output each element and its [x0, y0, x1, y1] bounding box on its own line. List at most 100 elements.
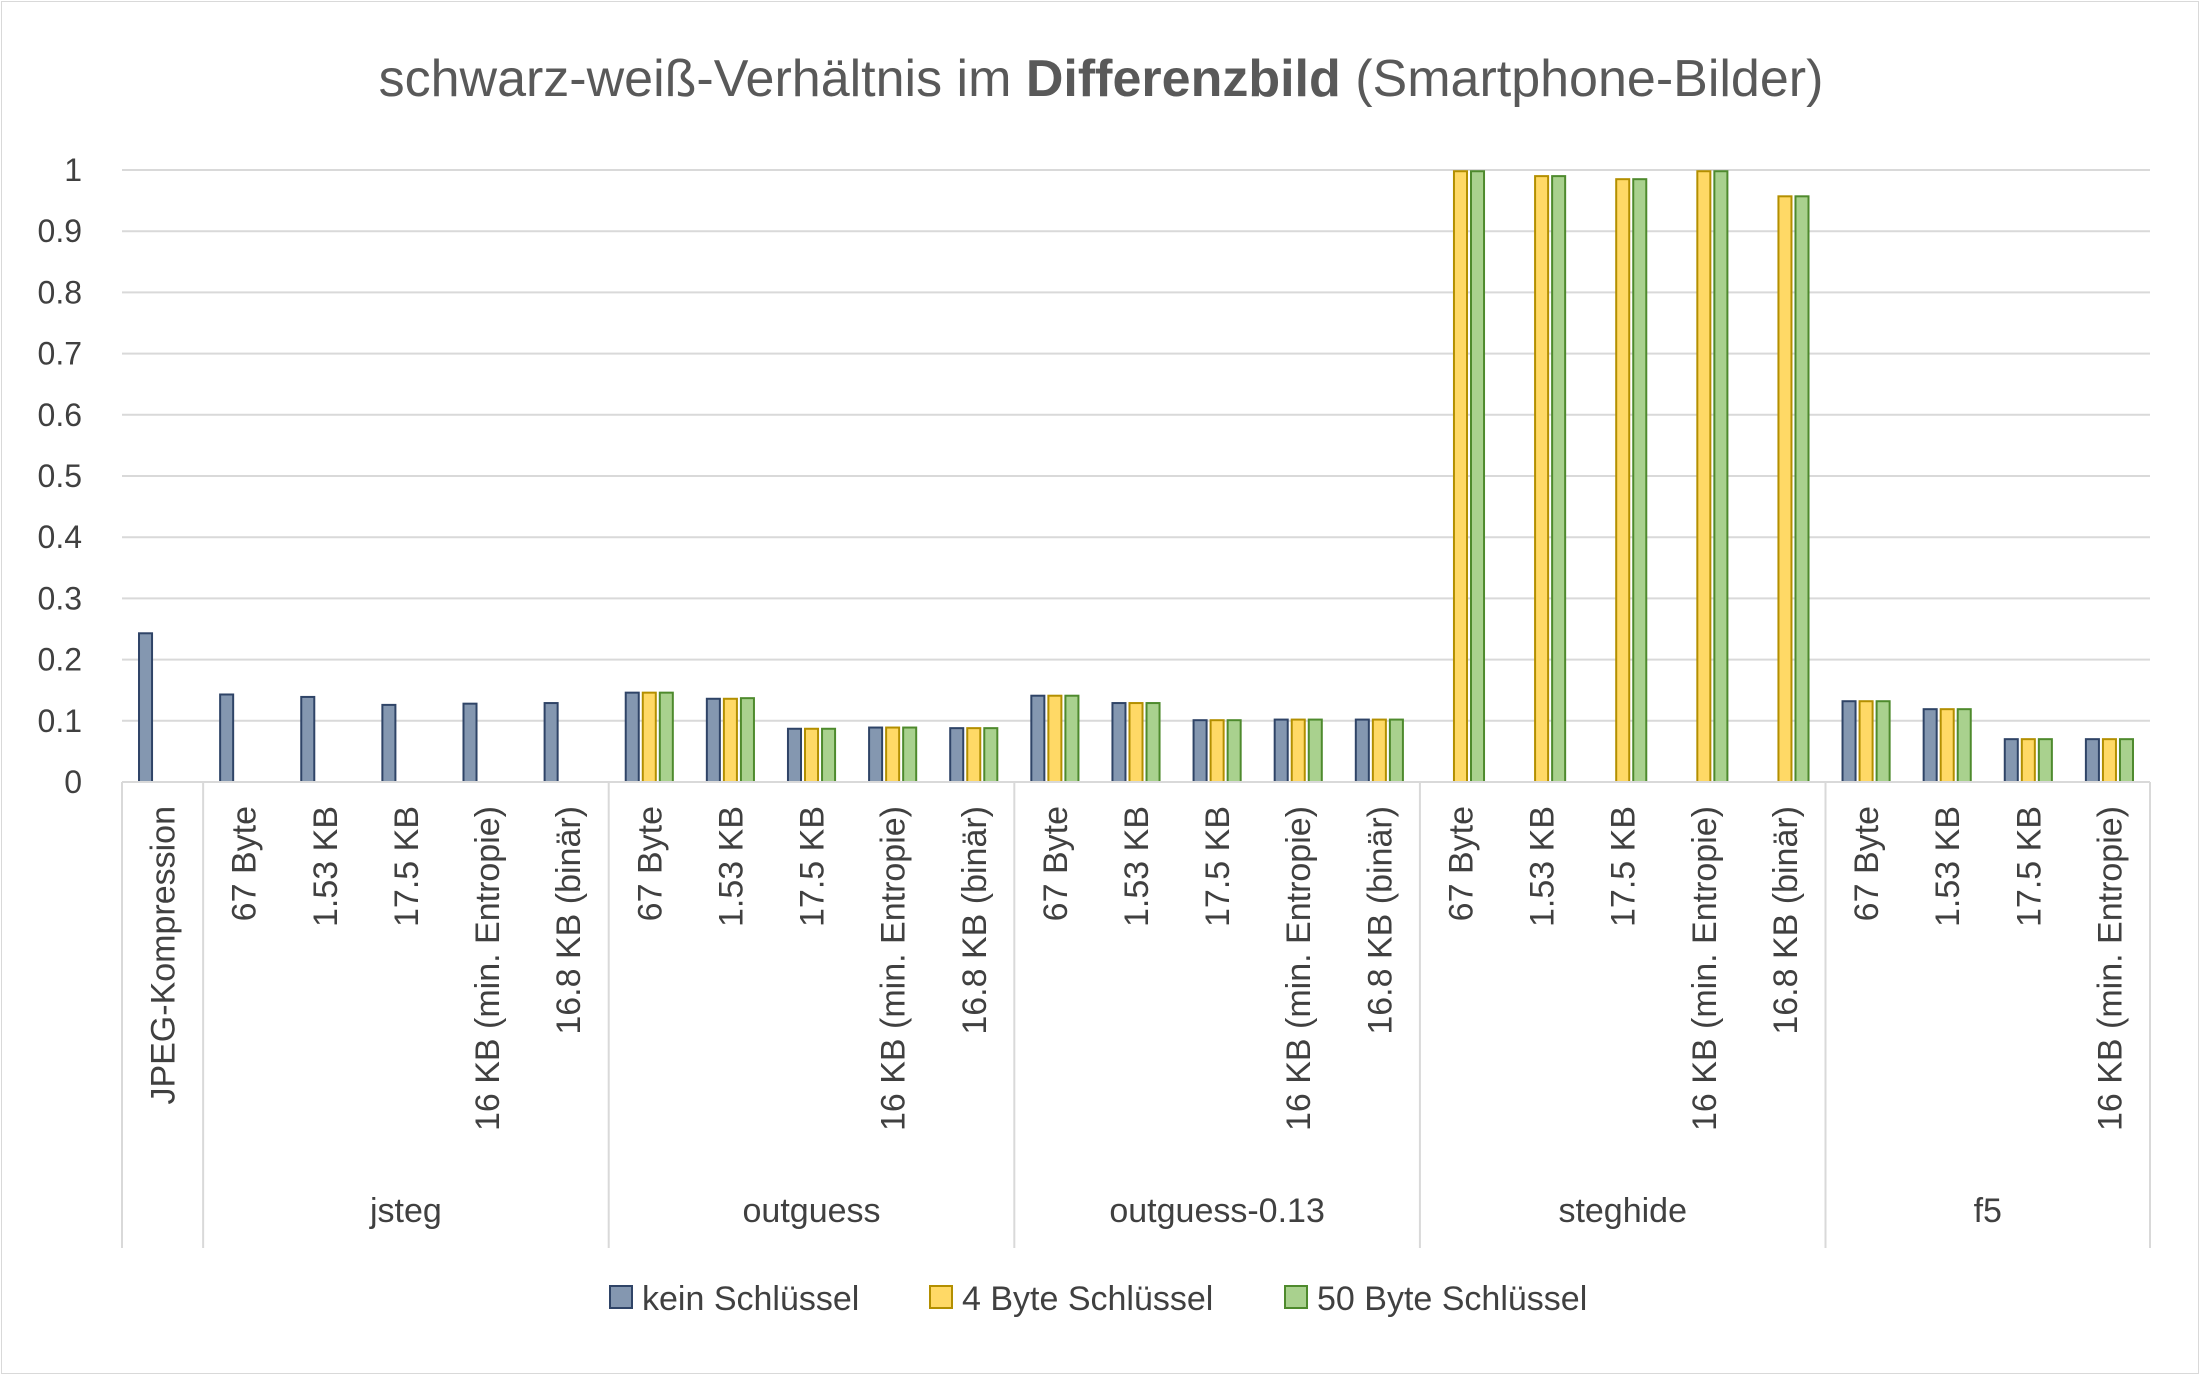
- category-label: 67 Byte: [226, 806, 264, 921]
- y-tick-label: 0.1: [38, 703, 82, 739]
- bar-four: [885, 726, 901, 783]
- y-tick-label: 0.8: [38, 274, 82, 310]
- bar-four: [1452, 170, 1468, 783]
- bar-four: [1696, 170, 1712, 783]
- bar-fifty: [983, 727, 999, 783]
- legend-label-four: 4 Byte Schlüssel: [962, 1280, 1213, 1318]
- y-tick-label: 0.9: [38, 213, 82, 249]
- bar-kein: [1273, 718, 1289, 783]
- bar-fifty: [1794, 195, 1810, 784]
- y-tick-label: 0.5: [38, 458, 82, 494]
- bar-kein: [543, 702, 559, 783]
- group-label: outguess: [743, 1192, 881, 1230]
- y-tick-label: 0.6: [38, 397, 82, 433]
- bar-kein: [868, 726, 884, 783]
- bar-four: [722, 697, 738, 784]
- legend-label-kein: kein Schlüssel: [642, 1280, 859, 1318]
- bar-fifty: [1469, 170, 1486, 783]
- legend-swatch-fifty: [1284, 1285, 1308, 1309]
- bar-fifty: [821, 727, 837, 783]
- legend-swatch-kein: [609, 1285, 633, 1309]
- category-label: 16.8 KB (binär): [956, 806, 994, 1035]
- category-label: 16.8 KB (binär): [1361, 806, 1399, 1035]
- category-label: 16 KB (min. Entropie): [469, 806, 507, 1131]
- title-part1: schwarz-weiß-Verhältnis im: [379, 50, 1026, 108]
- bar-fifty: [739, 697, 755, 784]
- bar-four: [1777, 195, 1793, 784]
- category-label: JPEG-Kompression: [145, 806, 183, 1105]
- bar-kein: [300, 695, 316, 784]
- bar-kein: [219, 693, 235, 784]
- category-label: 1.53 KB: [307, 806, 345, 927]
- category-label: 16 KB (min. Entropie): [875, 806, 913, 1131]
- group-label: f5: [1974, 1192, 2002, 1230]
- bar-four: [1128, 702, 1144, 783]
- bar-fifty: [658, 691, 674, 784]
- y-tick-label: 0.7: [38, 336, 82, 372]
- bar-fifty: [1956, 708, 1972, 783]
- category-label: 1.53 KB: [712, 806, 750, 927]
- chart-title: schwarz-weiß-Verhältnis im Differenzbild…: [379, 50, 1824, 108]
- bar-four: [1290, 718, 1306, 783]
- bar-kein: [381, 703, 397, 783]
- category-label: 17.5 KB: [1605, 806, 1643, 927]
- y-tick-label: 0: [64, 764, 82, 800]
- bar-fifty: [1388, 718, 1404, 783]
- legend-swatch-four: [929, 1285, 953, 1309]
- bar-fifty: [1713, 170, 1729, 783]
- bar-kein: [1922, 708, 1938, 783]
- category-label: 17.5 KB: [2010, 806, 2048, 927]
- bar-kein: [462, 702, 478, 783]
- bar-four: [966, 727, 982, 783]
- bar-kein: [705, 697, 721, 784]
- bar-fifty: [2118, 738, 2134, 783]
- bar-kein: [138, 632, 154, 783]
- bar-four: [1534, 175, 1550, 783]
- bar-kein: [2084, 738, 2100, 783]
- group-labels: jsteg outguess outguess-0.13 steghide f5: [369, 1192, 2002, 1230]
- bar-four: [641, 691, 657, 784]
- category-label: 67 Byte: [1442, 806, 1480, 921]
- x-axis: [121, 781, 2151, 1248]
- category-label: 67 Byte: [1848, 806, 1886, 921]
- category-label: 16.8 KB (binär): [550, 806, 588, 1035]
- bar-four: [1939, 708, 1955, 783]
- y-tick-label: 1: [64, 152, 82, 188]
- group-label: jsteg: [369, 1192, 442, 1230]
- bar-kein: [2003, 738, 2019, 783]
- bar-four: [1858, 700, 1874, 783]
- bar-four: [2020, 738, 2036, 783]
- bar-four: [804, 727, 820, 783]
- category-labels: JPEG-Kompression 67 Byte 1.53 KB 17.5 KB 16 …: [145, 806, 2130, 1131]
- category-label: 17.5 KB: [1199, 806, 1237, 927]
- bar-fifty: [2037, 738, 2053, 783]
- bar-four: [1371, 718, 1387, 783]
- bar-kein: [1192, 719, 1208, 783]
- bar-four: [2101, 738, 2117, 783]
- bar-fifty: [902, 726, 918, 783]
- y-tick-label: 0.3: [38, 580, 82, 616]
- bar-kein: [624, 691, 640, 784]
- category-label: 67 Byte: [631, 806, 669, 921]
- title-part2: (Smartphone-Bilder): [1341, 50, 1824, 108]
- bar-four: [1615, 178, 1631, 783]
- category-label: 16.8 KB (binär): [1767, 806, 1805, 1035]
- bar-kein: [1111, 702, 1127, 783]
- bar-kein: [1841, 700, 1857, 783]
- bar-kein: [949, 727, 965, 783]
- category-label: 67 Byte: [1037, 806, 1075, 921]
- bar-kein: [786, 727, 803, 783]
- category-label: 16 KB (min. Entropie): [2091, 806, 2129, 1131]
- y-tick-label: 0.2: [38, 642, 82, 678]
- bar-fifty: [1145, 702, 1161, 783]
- group-label: steghide: [1558, 1192, 1687, 1230]
- category-label: 17.5 KB: [388, 806, 426, 927]
- bar-four: [1047, 694, 1063, 784]
- gridlines: [122, 169, 2150, 722]
- legend: kein Schlüssel 4 Byte Schlüssel 50 Byte Sc…: [609, 1280, 1587, 1318]
- bars: [138, 170, 2134, 784]
- category-label: 1.53 KB: [1929, 806, 1967, 927]
- category-label: 1.53 KB: [1118, 806, 1156, 927]
